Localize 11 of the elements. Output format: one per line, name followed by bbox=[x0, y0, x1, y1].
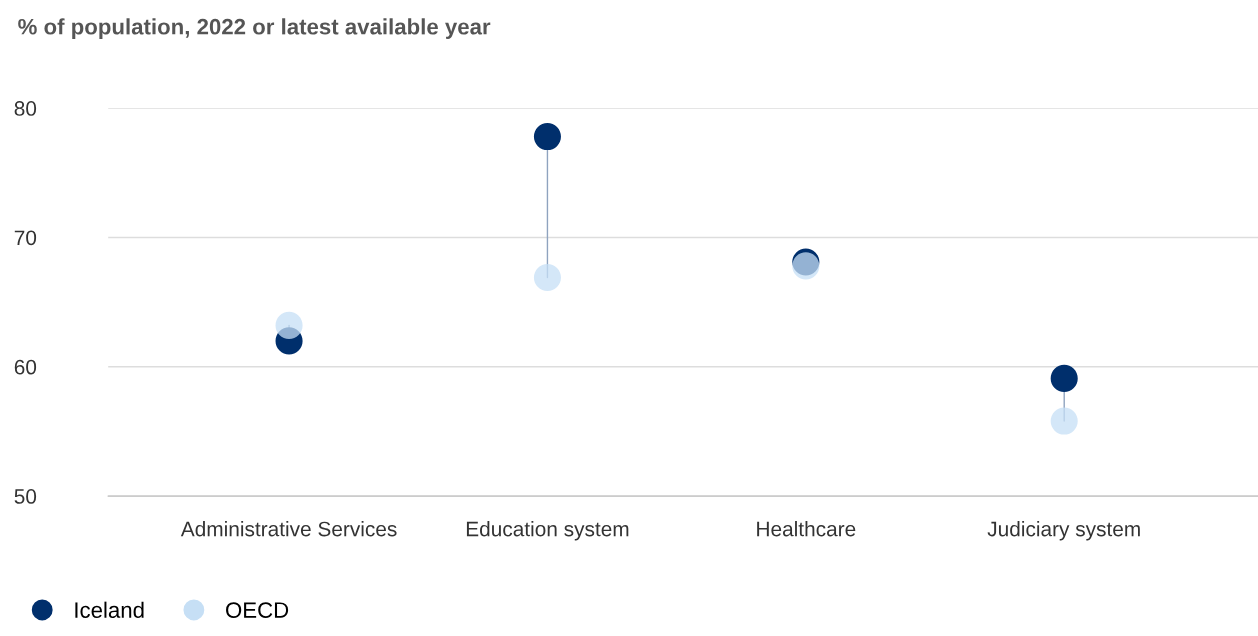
y-tick-label: 50 bbox=[14, 489, 37, 504]
x-tick-label: Healthcare bbox=[757, 521, 856, 537]
x-tick-label: Administrative Services bbox=[180, 521, 397, 537]
y-tick-label: 80 bbox=[14, 101, 37, 116]
legend-label: OECD bbox=[226, 602, 289, 618]
chart-title: % of population, 2022 or latest available year bbox=[18, 18, 491, 39]
y-tick-label: 70 bbox=[14, 230, 37, 246]
y-tick-label: 60 bbox=[14, 359, 37, 375]
x-tick-label: Education system bbox=[466, 521, 629, 541]
legend-label: Iceland bbox=[75, 601, 144, 618]
x-tick-label: Judiciary system bbox=[987, 521, 1140, 541]
